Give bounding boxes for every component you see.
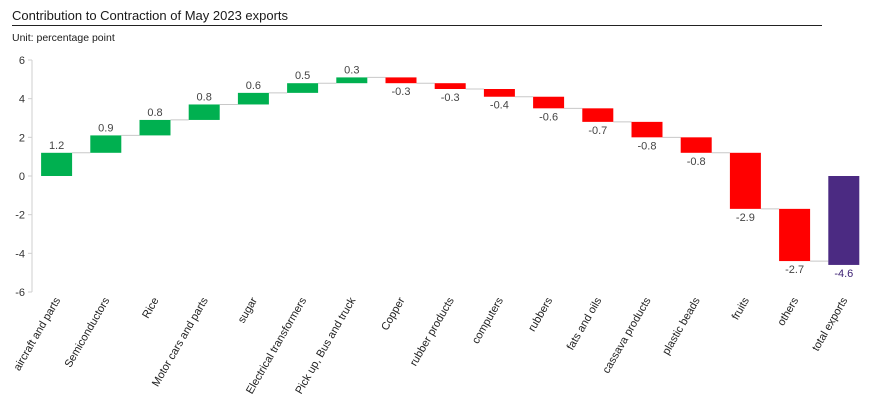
category-label-8: rubber products bbox=[408, 295, 457, 368]
y-tick-label: 2 bbox=[19, 132, 25, 144]
bar-3 bbox=[188, 104, 220, 120]
y-tick-label: 6 bbox=[19, 55, 25, 67]
category-label-11: fats and oils bbox=[565, 295, 605, 352]
category-label-0: aircraft and parts bbox=[12, 295, 64, 373]
category-label-15: others bbox=[776, 295, 802, 328]
value-label-13: -0.8 bbox=[687, 156, 706, 168]
value-label-6: 0.3 bbox=[344, 64, 359, 76]
category-label-16: total exports bbox=[810, 295, 851, 353]
y-tick-label: 4 bbox=[19, 94, 25, 106]
value-label-1: 0.9 bbox=[98, 122, 113, 134]
value-label-4: 0.6 bbox=[246, 80, 261, 92]
bar-7 bbox=[385, 77, 417, 84]
y-tick-label: -4 bbox=[15, 248, 25, 260]
y-axis: 6 4 2 0 -2 -4 -6 bbox=[15, 55, 33, 299]
value-label-5: 0.5 bbox=[295, 70, 310, 82]
category-label-10: rubbers bbox=[526, 295, 555, 334]
category-label-13: plastic beads bbox=[660, 295, 703, 357]
y-tick-label: -2 bbox=[15, 210, 25, 222]
value-label-10: -0.6 bbox=[539, 111, 558, 123]
category-label-1: Semiconductors bbox=[63, 295, 113, 370]
connector-lines bbox=[72, 76, 829, 262]
value-label-11: -0.7 bbox=[588, 125, 607, 137]
value-label-9: -0.4 bbox=[490, 100, 509, 112]
bar-10 bbox=[533, 96, 565, 109]
value-label-7: -0.3 bbox=[392, 86, 411, 98]
bar-12 bbox=[631, 121, 663, 138]
bar-4 bbox=[237, 92, 269, 105]
value-labels: 1.2 0.9 0.8 0.8 0.6 0.5 0.3 -0.3 -0.3 -0.4 -0.6 -0.… bbox=[49, 64, 853, 280]
y-tick-label: 0 bbox=[19, 171, 25, 183]
value-label-3: 0.8 bbox=[197, 91, 212, 103]
value-label-8: -0.3 bbox=[441, 92, 460, 104]
y-tick-label: -6 bbox=[15, 287, 25, 299]
category-label-12: cassava products bbox=[600, 295, 653, 376]
category-label-2: Rice bbox=[140, 296, 161, 321]
bar-1 bbox=[90, 135, 122, 153]
bar-2 bbox=[139, 119, 171, 136]
value-label-14: -2.9 bbox=[736, 212, 755, 224]
bar-0 bbox=[41, 152, 73, 176]
value-label-12: -0.8 bbox=[638, 140, 657, 152]
value-label-15: -2.7 bbox=[785, 264, 804, 276]
category-label-7: Copper bbox=[379, 295, 408, 333]
title-divider bbox=[12, 25, 822, 26]
value-label-0: 1.2 bbox=[49, 140, 64, 152]
category-label-3: Motor cars and parts bbox=[150, 295, 211, 389]
bar-6 bbox=[336, 77, 368, 84]
bar-9 bbox=[483, 89, 515, 97]
chart-title: Contribution to Contraction of May 2023 … bbox=[12, 8, 289, 23]
bar-11 bbox=[582, 108, 614, 122]
bar-13 bbox=[680, 137, 712, 153]
bars bbox=[41, 77, 860, 265]
category-label-4: sugar bbox=[236, 295, 260, 325]
bar-5 bbox=[287, 83, 319, 93]
value-label-2: 0.8 bbox=[147, 107, 162, 119]
value-label-16: -4.6 bbox=[834, 268, 853, 280]
bar-15 bbox=[779, 208, 811, 262]
x-axis-labels: aircraft and parts Semiconductors RiceMoto… bbox=[12, 295, 851, 396]
category-label-9: computers bbox=[470, 295, 506, 346]
unit-label: Unit: percentage point bbox=[12, 32, 115, 44]
bar-8 bbox=[434, 83, 466, 89]
bar-16 bbox=[828, 176, 860, 265]
bar-14 bbox=[729, 152, 761, 209]
category-label-14: fruits bbox=[730, 295, 753, 322]
